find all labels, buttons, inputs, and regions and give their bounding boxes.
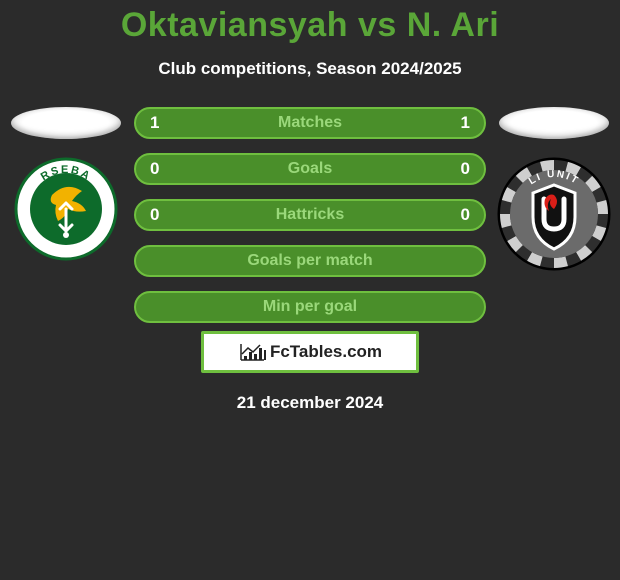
stat-label: Matches bbox=[278, 114, 342, 132]
bar-chart-icon bbox=[238, 342, 266, 362]
branding-badge: FcTables.com bbox=[201, 331, 419, 373]
right-column: LI UNIT bbox=[494, 107, 614, 323]
stat-label: Min per goal bbox=[263, 298, 357, 316]
stat-right-value: 0 bbox=[461, 159, 470, 179]
player2-avatar-placeholder bbox=[499, 107, 609, 139]
stat-label: Goals per match bbox=[247, 252, 372, 270]
stat-left-value: 0 bbox=[150, 205, 159, 225]
persebaya-crest: RSEBA bbox=[14, 157, 118, 261]
stat-pill-hattricks: 0 Hattricks 0 bbox=[134, 199, 486, 231]
stat-left-value: 0 bbox=[150, 159, 159, 179]
branding-text: FcTables.com bbox=[270, 342, 382, 362]
stat-pill-goals-per-match: Goals per match bbox=[134, 245, 486, 277]
stat-label: Hattricks bbox=[276, 206, 344, 224]
stat-pill-goals: 0 Goals 0 bbox=[134, 153, 486, 185]
stat-right-value: 0 bbox=[461, 205, 470, 225]
comparison-title: Oktaviansyah vs N. Ari bbox=[0, 0, 620, 45]
vs-word: vs bbox=[358, 6, 397, 44]
stat-label: Goals bbox=[288, 160, 332, 178]
stat-left-value: 1 bbox=[150, 113, 159, 133]
date-text: 21 december 2024 bbox=[0, 393, 620, 413]
content-row: RSEBA 1 Matches 1 0 Goals 0 0 Hattricks 0 Goals p… bbox=[0, 107, 620, 323]
player1-name: Oktaviansyah bbox=[121, 6, 348, 44]
player2-name: N. Ari bbox=[407, 6, 499, 44]
stat-pill-min-per-goal: Min per goal bbox=[134, 291, 486, 323]
stat-pill-matches: 1 Matches 1 bbox=[134, 107, 486, 139]
stat-right-value: 1 bbox=[461, 113, 470, 133]
bali-united-crest: LI UNIT bbox=[497, 157, 611, 271]
player1-avatar-placeholder bbox=[11, 107, 121, 139]
left-column: RSEBA bbox=[6, 107, 126, 323]
subtitle: Club competitions, Season 2024/2025 bbox=[0, 59, 620, 79]
stats-column: 1 Matches 1 0 Goals 0 0 Hattricks 0 Goals per mat… bbox=[126, 107, 494, 323]
